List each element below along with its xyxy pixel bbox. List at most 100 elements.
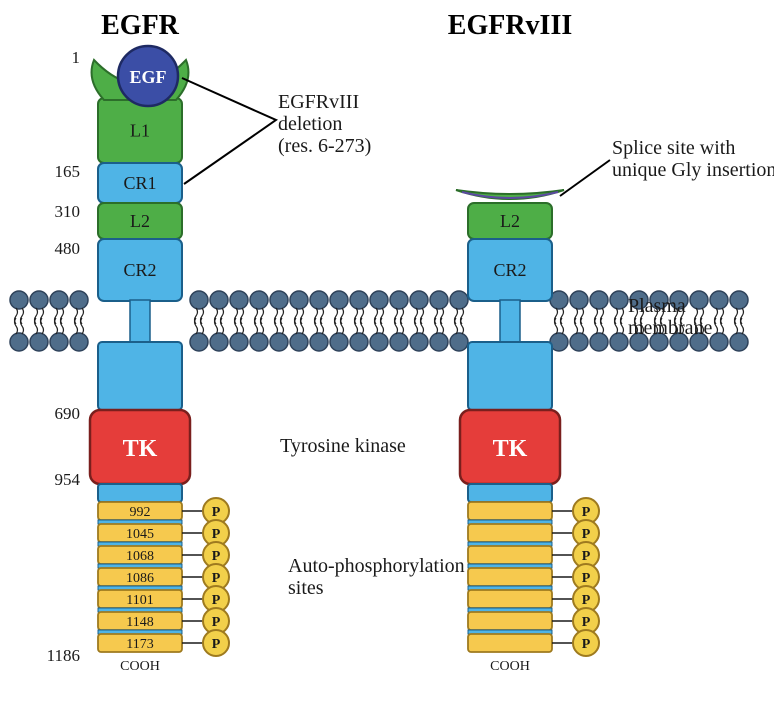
lipid-head bbox=[730, 333, 748, 351]
residue-tick: 1186 bbox=[47, 646, 80, 665]
lipid-head bbox=[70, 291, 88, 309]
phospho-band bbox=[468, 568, 552, 586]
lipid-tail bbox=[461, 318, 464, 334]
cooh-right: COOH bbox=[490, 659, 530, 674]
intra-post-tk-left bbox=[98, 484, 182, 502]
phospho-p-label: P bbox=[582, 505, 591, 520]
lipid-tail bbox=[35, 318, 38, 334]
tm-segment-right bbox=[500, 300, 520, 342]
lipid-head bbox=[310, 333, 328, 351]
lipid-tail bbox=[621, 318, 624, 334]
lipid-tail bbox=[721, 318, 724, 334]
lipid-head bbox=[50, 291, 68, 309]
phospho-p-label: P bbox=[582, 637, 591, 652]
phospho-site-number: 1173 bbox=[126, 637, 153, 652]
lipid-tail bbox=[355, 318, 358, 334]
lipid-head bbox=[370, 333, 388, 351]
lipid-head bbox=[330, 291, 348, 309]
lipid-head bbox=[710, 333, 728, 351]
lipid-tail bbox=[201, 318, 204, 334]
lipid-head bbox=[370, 291, 388, 309]
lipid-tail bbox=[601, 318, 604, 334]
lipid-head bbox=[450, 291, 468, 309]
phospho-p-label: P bbox=[212, 637, 221, 652]
lipid-head bbox=[190, 333, 208, 351]
lipid-tail bbox=[241, 318, 244, 334]
label-phospho-2: sites bbox=[288, 577, 324, 599]
callout-splice bbox=[560, 160, 610, 196]
domain-label-CR2: CR2 bbox=[123, 260, 156, 280]
phospho-p-label: P bbox=[582, 549, 591, 564]
lipid-head bbox=[390, 291, 408, 309]
phospho-p-label: P bbox=[212, 593, 221, 608]
label-splice-1: Splice site with bbox=[612, 137, 735, 159]
lipid-head bbox=[590, 291, 608, 309]
label-deletion-1: EGFRvIII bbox=[278, 91, 359, 113]
lipid-tail bbox=[341, 318, 344, 334]
lipid-head bbox=[430, 333, 448, 351]
phospho-p-label: P bbox=[212, 571, 221, 586]
phospho-band bbox=[468, 546, 552, 564]
phospho-p-label: P bbox=[582, 571, 591, 586]
lipid-tail bbox=[401, 318, 404, 334]
lipid-tail bbox=[255, 318, 258, 334]
lipid-tail bbox=[455, 318, 458, 334]
lipid-head bbox=[190, 291, 208, 309]
intra-pre-tk-right bbox=[468, 342, 552, 410]
lipid-head bbox=[430, 291, 448, 309]
phospho-p-label: P bbox=[212, 549, 221, 564]
residue-tick: 310 bbox=[55, 202, 81, 221]
label-membrane-2: membrane bbox=[628, 317, 713, 339]
domain-label-L1: L1 bbox=[130, 121, 150, 141]
lipid-head bbox=[50, 333, 68, 351]
lipid-tail bbox=[195, 318, 198, 334]
lipid-tail bbox=[235, 318, 238, 334]
lipid-tail bbox=[435, 318, 438, 334]
phospho-band bbox=[468, 634, 552, 652]
lipid-head bbox=[350, 333, 368, 351]
domain-label-L2r: L2 bbox=[500, 211, 520, 231]
lipid-head bbox=[410, 333, 428, 351]
lipid-head bbox=[390, 333, 408, 351]
residue-tick: 480 bbox=[55, 239, 81, 258]
lipid-tail bbox=[41, 318, 44, 334]
lipid-head bbox=[730, 291, 748, 309]
residue-tick: 690 bbox=[55, 404, 81, 423]
lipid-tail bbox=[415, 318, 418, 334]
lipid-head bbox=[710, 291, 728, 309]
lipid-head bbox=[410, 291, 428, 309]
lipid-tail bbox=[281, 318, 284, 334]
lipid-head bbox=[450, 333, 468, 351]
tk-label-left: TK bbox=[123, 436, 158, 462]
phospho-site-number: 1068 bbox=[126, 549, 154, 564]
lipid-tail bbox=[61, 318, 64, 334]
lipid-head bbox=[590, 333, 608, 351]
phospho-site-number: 1045 bbox=[126, 527, 154, 542]
lipid-tail bbox=[735, 318, 738, 334]
lipid-tail bbox=[555, 318, 558, 334]
lipid-head bbox=[610, 291, 628, 309]
lipid-head bbox=[350, 291, 368, 309]
lipid-tail bbox=[595, 318, 598, 334]
lipid-tail bbox=[321, 318, 324, 334]
lipid-head bbox=[210, 291, 228, 309]
domain-label-CR1: CR1 bbox=[123, 173, 156, 193]
lipid-head bbox=[210, 333, 228, 351]
domain-label-L2: L2 bbox=[130, 211, 150, 231]
title-left: EGFR bbox=[101, 10, 180, 41]
lipid-tail bbox=[261, 318, 264, 334]
lipid-tail bbox=[295, 318, 298, 334]
lipid-head bbox=[10, 333, 28, 351]
lipid-tail bbox=[615, 318, 618, 334]
lipid-head bbox=[30, 333, 48, 351]
lipid-tail bbox=[441, 318, 444, 334]
lipid-head bbox=[610, 333, 628, 351]
phospho-p-label: P bbox=[582, 593, 591, 608]
phospho-site-number: 1086 bbox=[126, 571, 154, 586]
lipid-head bbox=[270, 333, 288, 351]
lipid-head bbox=[250, 291, 268, 309]
lipid-tail bbox=[335, 318, 338, 334]
lipid-head bbox=[30, 291, 48, 309]
label-phospho-1: Auto-phosphorylation bbox=[288, 555, 465, 577]
lipid-tail bbox=[375, 318, 378, 334]
